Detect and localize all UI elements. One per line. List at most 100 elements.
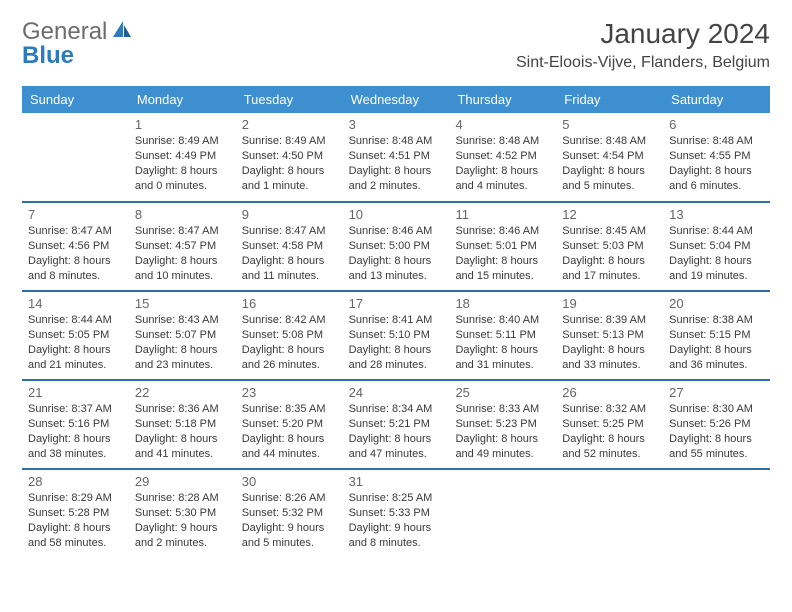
calendar-day: 8 Sunrise: 8:47 AMSunset: 4:57 PMDaylight… [129, 202, 236, 290]
day-info: Sunrise: 8:47 AMSunset: 4:58 PMDaylight:… [242, 224, 337, 283]
daylight-text: Daylight: 8 hours and 38 minutes. [28, 432, 123, 462]
day-number: 9 [242, 207, 337, 222]
calendar-day: 5Sunrise: 8:48 AMSunset: 4:54 PMDaylight… [556, 113, 663, 201]
day-info: Sunrise: 8:43 AMSunset: 5:07 PMDaylight:… [135, 313, 230, 372]
sunrise-text: Sunrise: 8:43 AM [135, 313, 230, 328]
day-info: Sunrise: 8:30 AMSunset: 5:26 PMDaylight:… [669, 402, 764, 461]
sunrise-text: Sunrise: 8:48 AM [349, 134, 444, 149]
day-info: Sunrise: 8:29 AMSunset: 5:28 PMDaylight:… [28, 491, 123, 550]
sunrise-text: Sunrise: 8:29 AM [28, 491, 123, 506]
day-info: Sunrise: 8:32 AMSunset: 5:25 PMDaylight:… [562, 402, 657, 461]
day-number: 1 [135, 117, 230, 132]
daylight-text: Daylight: 8 hours and 21 minutes. [28, 343, 123, 373]
title-block: January 2024 Sint-Eloois-Vijve, Flanders… [516, 18, 770, 72]
daylight-text: Daylight: 8 hours and 17 minutes. [562, 254, 657, 284]
day-info: Sunrise: 8:39 AMSunset: 5:13 PMDaylight:… [562, 313, 657, 372]
calendar-day: 14Sunrise: 8:44 AMSunset: 5:05 PMDayligh… [22, 291, 129, 379]
calendar-day: 16Sunrise: 8:42 AMSunset: 5:08 PMDayligh… [236, 291, 343, 379]
day-number: 30 [242, 474, 337, 489]
day-number: 19 [562, 296, 657, 311]
day-info: Sunrise: 8:48 AMSunset: 4:55 PMDaylight:… [669, 134, 764, 193]
daylight-text: Daylight: 8 hours and 52 minutes. [562, 432, 657, 462]
day-info: Sunrise: 8:38 AMSunset: 5:15 PMDaylight:… [669, 313, 764, 372]
day-number: 23 [242, 385, 337, 400]
day-number: 21 [28, 385, 123, 400]
sunset-text: Sunset: 4:58 PM [242, 239, 337, 254]
sunset-text: Sunset: 5:03 PM [562, 239, 657, 254]
sunset-text: Sunset: 5:11 PM [455, 328, 550, 343]
calendar-day: 10Sunrise: 8:46 AMSunset: 5:00 PMDayligh… [343, 202, 450, 290]
daylight-text: Daylight: 8 hours and 36 minutes. [669, 343, 764, 373]
sunrise-text: Sunrise: 8:46 AM [455, 224, 550, 239]
calendar-day: 25Sunrise: 8:33 AMSunset: 5:23 PMDayligh… [449, 380, 556, 468]
sunrise-text: Sunrise: 8:48 AM [669, 134, 764, 149]
day-info: Sunrise: 8:48 AMSunset: 4:52 PMDaylight:… [455, 134, 550, 193]
day-number: 4 [455, 117, 550, 132]
sunset-text: Sunset: 5:05 PM [28, 328, 123, 343]
day-info: Sunrise: 8:26 AMSunset: 5:32 PMDaylight:… [242, 491, 337, 550]
calendar-day: 22Sunrise: 8:36 AMSunset: 5:18 PMDayligh… [129, 380, 236, 468]
sunset-text: Sunset: 5:07 PM [135, 328, 230, 343]
sunset-text: Sunset: 5:18 PM [135, 417, 230, 432]
sunrise-text: Sunrise: 8:35 AM [242, 402, 337, 417]
brand-sail-icon [111, 19, 133, 39]
daylight-text: Daylight: 8 hours and 11 minutes. [242, 254, 337, 284]
day-header: Tuesday [236, 86, 343, 113]
day-info: Sunrise: 8:34 AMSunset: 5:21 PMDaylight:… [349, 402, 444, 461]
day-info: Sunrise: 8:45 AMSunset: 5:03 PMDaylight:… [562, 224, 657, 283]
day-number: 29 [135, 474, 230, 489]
sunset-text: Sunset: 4:54 PM [562, 149, 657, 164]
calendar-day: 24Sunrise: 8:34 AMSunset: 5:21 PMDayligh… [343, 380, 450, 468]
calendar-day: 21Sunrise: 8:37 AMSunset: 5:16 PMDayligh… [22, 380, 129, 468]
calendar-day: 11 Sunrise: 8:46 AMSunset: 5:01 PMDayligh… [449, 202, 556, 290]
day-header: Friday [556, 86, 663, 113]
calendar-day: 3Sunrise: 8:48 AMSunset: 4:51 PMDaylight… [343, 113, 450, 201]
day-number: 31 [349, 474, 444, 489]
sunrise-text: Sunrise: 8:48 AM [562, 134, 657, 149]
daylight-text: Daylight: 8 hours and 15 minutes. [455, 254, 550, 284]
day-number: 14 [28, 296, 123, 311]
calendar-day: 13Sunrise: 8:44 AMSunset: 5:04 PMDayligh… [663, 202, 770, 290]
day-info: Sunrise: 8:44 AMSunset: 5:04 PMDaylight:… [669, 224, 764, 283]
sunrise-text: Sunrise: 8:37 AM [28, 402, 123, 417]
sunset-text: Sunset: 4:57 PM [135, 239, 230, 254]
sunrise-text: Sunrise: 8:47 AM [242, 224, 337, 239]
day-info: Sunrise: 8:46 AMSunset: 5:01 PMDaylight:… [455, 224, 550, 283]
month-title: January 2024 [516, 18, 770, 50]
sunrise-text: Sunrise: 8:26 AM [242, 491, 337, 506]
day-number: 22 [135, 385, 230, 400]
day-number: 17 [349, 296, 444, 311]
calendar-day: 23Sunrise: 8:35 AMSunset: 5:20 PMDayligh… [236, 380, 343, 468]
day-info: Sunrise: 8:41 AMSunset: 5:10 PMDaylight:… [349, 313, 444, 372]
daylight-text: Daylight: 9 hours and 2 minutes. [135, 521, 230, 551]
daylight-text: Daylight: 8 hours and 41 minutes. [135, 432, 230, 462]
sunrise-text: Sunrise: 8:38 AM [669, 313, 764, 328]
daylight-text: Daylight: 8 hours and 33 minutes. [562, 343, 657, 373]
sunrise-text: Sunrise: 8:44 AM [669, 224, 764, 239]
sunrise-text: Sunrise: 8:42 AM [242, 313, 337, 328]
sunset-text: Sunset: 5:30 PM [135, 506, 230, 521]
day-number: 28 [28, 474, 123, 489]
calendar-day: 20 Sunrise: 8:38 AMSunset: 5:15 PMDayligh… [663, 291, 770, 379]
sunrise-text: Sunrise: 8:49 AM [135, 134, 230, 149]
day-number: 11 [455, 207, 550, 222]
brand-part2: Blue [22, 42, 74, 70]
sunrise-text: Sunrise: 8:48 AM [455, 134, 550, 149]
sunrise-text: Sunrise: 8:45 AM [562, 224, 657, 239]
daylight-text: Daylight: 8 hours and 44 minutes. [242, 432, 337, 462]
day-number: 10 [349, 207, 444, 222]
calendar-day: 29 Sunrise: 8:28 AMSunset: 5:30 PMDayligh… [129, 469, 236, 557]
sunrise-text: Sunrise: 8:33 AM [455, 402, 550, 417]
day-header: Monday [129, 86, 236, 113]
daylight-text: Daylight: 8 hours and 47 minutes. [349, 432, 444, 462]
sunrise-text: Sunrise: 8:28 AM [135, 491, 230, 506]
sunset-text: Sunset: 5:00 PM [349, 239, 444, 254]
day-number: 8 [135, 207, 230, 222]
calendar-day: 9 Sunrise: 8:47 AMSunset: 4:58 PMDaylight… [236, 202, 343, 290]
day-info: Sunrise: 8:49 AMSunset: 4:49 PMDaylight:… [135, 134, 230, 193]
sunset-text: Sunset: 5:26 PM [669, 417, 764, 432]
day-number: 20 [669, 296, 764, 311]
day-info: Sunrise: 8:47 AMSunset: 4:56 PMDaylight:… [28, 224, 123, 283]
day-info: Sunrise: 8:47 AMSunset: 4:57 PMDaylight:… [135, 224, 230, 283]
calendar-week: 21Sunrise: 8:37 AMSunset: 5:16 PMDayligh… [22, 380, 770, 469]
